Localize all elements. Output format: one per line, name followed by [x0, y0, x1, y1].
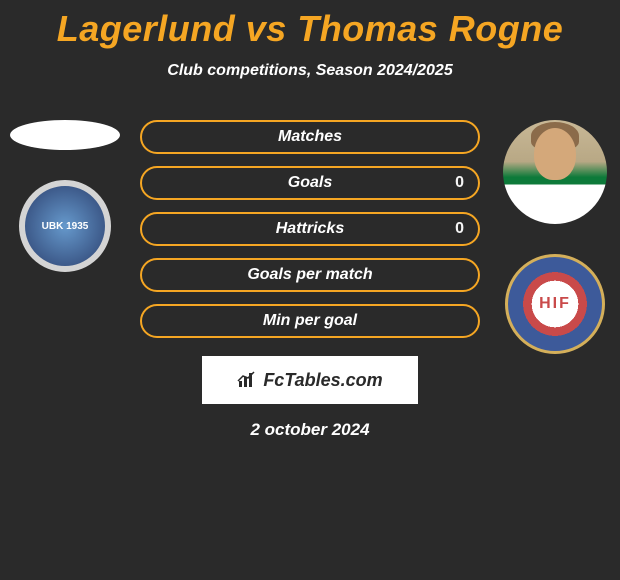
stat-row-goals-per-match: Goals per match [140, 258, 480, 292]
stat-label: Goals [288, 174, 332, 192]
club2-crest-label: HIF [539, 295, 571, 313]
right-player-column: HIF [500, 120, 610, 354]
date-text: 2 october 2024 [0, 420, 620, 440]
brand-logo: FcTables.com [202, 356, 418, 404]
comparison-content: UBK 1935 HIF Matches Goals 0 Hattricks 0 [0, 120, 620, 440]
left-player-column: UBK 1935 [10, 120, 120, 272]
stat-row-goals: Goals 0 [140, 166, 480, 200]
stat-row-min-per-goal: Min per goal [140, 304, 480, 338]
player1-placeholder-icon [10, 120, 120, 150]
page-title: Lagerlund vs Thomas Rogne [0, 0, 620, 50]
club1-crest-icon: UBK 1935 [19, 180, 111, 272]
subtitle: Club competitions, Season 2024/2025 [0, 62, 620, 80]
brand-chart-icon [237, 371, 259, 389]
stats-bars: Matches Goals 0 Hattricks 0 Goals per ma… [140, 120, 480, 338]
stat-label: Matches [278, 128, 342, 146]
stat-right-value: 0 [455, 220, 464, 238]
stat-label: Goals per match [247, 266, 372, 284]
stat-row-matches: Matches [140, 120, 480, 154]
stat-label: Hattricks [276, 220, 344, 238]
brand-text: FcTables.com [263, 370, 382, 391]
club1-crest-label: UBK 1935 [42, 221, 89, 232]
stat-row-hattricks: Hattricks 0 [140, 212, 480, 246]
stat-right-value: 0 [455, 174, 464, 192]
club2-crest-icon: HIF [505, 254, 605, 354]
stat-label: Min per goal [263, 312, 357, 330]
player2-photo-icon [503, 120, 607, 224]
